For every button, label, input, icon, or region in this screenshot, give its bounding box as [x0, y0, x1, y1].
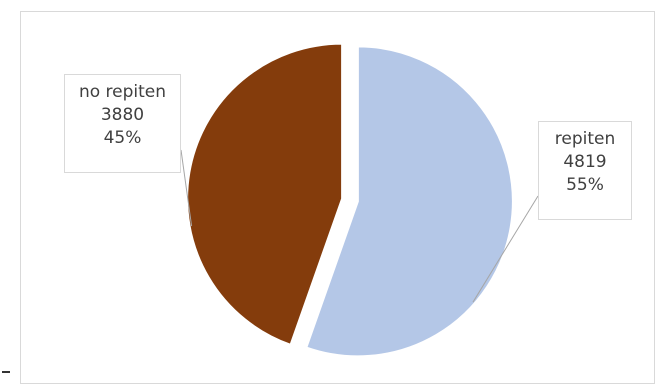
- data-label-repiten: repiten 4819 55%: [538, 121, 632, 220]
- data-label-value: 3880: [100, 105, 145, 125]
- pie-slice-repiten: [305, 45, 514, 358]
- leader-line-repiten: [472, 195, 539, 303]
- data-label-value: 4819: [563, 152, 607, 172]
- pie-slices: [186, 42, 514, 358]
- chart-area-border: [20, 11, 655, 384]
- leader-lines: [180, 149, 539, 303]
- data-label-no-repiten: no repiten 3880 45%: [64, 74, 181, 173]
- leader-line-no-repiten: [180, 149, 193, 227]
- data-label-category: repiten: [554, 129, 616, 149]
- data-label-percent: 45%: [103, 128, 142, 148]
- pie-slice-no-repiten: [186, 42, 344, 347]
- corner-mark: [2, 371, 10, 373]
- data-label-category: no repiten: [78, 82, 167, 102]
- data-label-percent: 55%: [566, 175, 604, 195]
